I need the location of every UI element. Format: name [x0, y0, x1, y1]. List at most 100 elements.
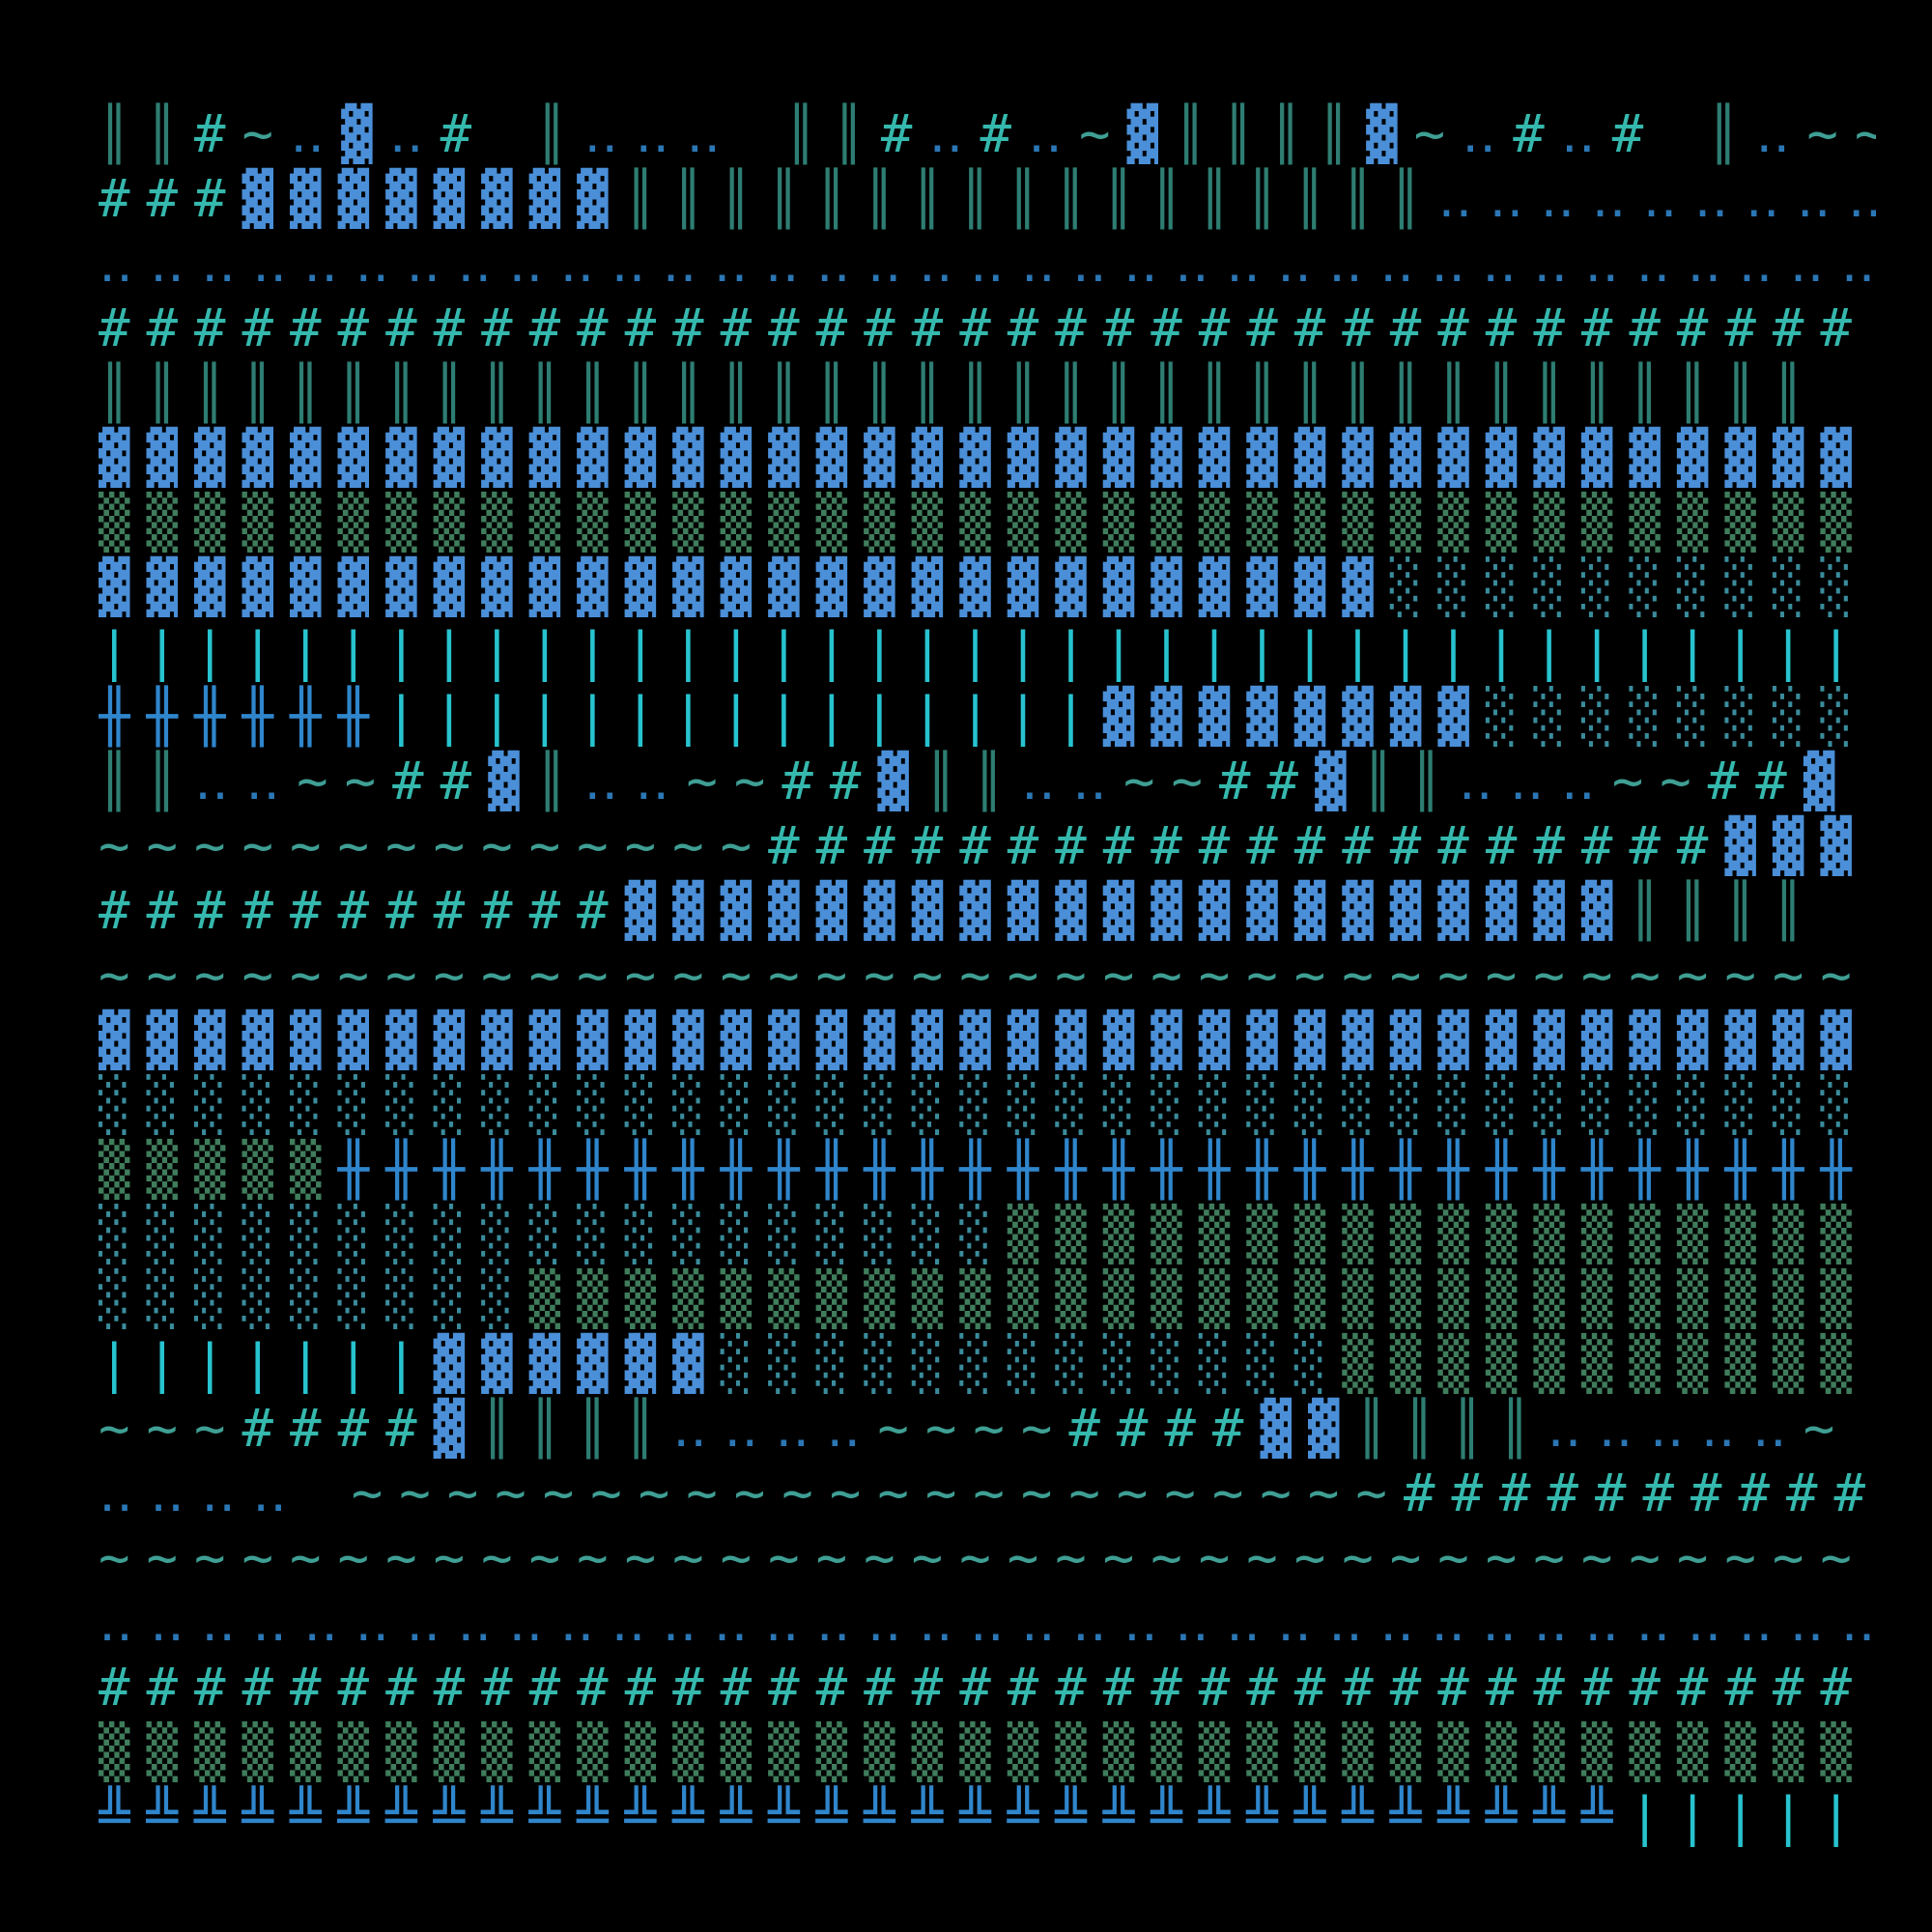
glyph-run: ║║║║ — [1355, 1398, 1548, 1459]
glyph-run: ||||||| — [99, 1333, 434, 1394]
glyph-run: ║ — [784, 103, 834, 164]
glyph-run: ▓▓▓▓▓▓▓▓ — [242, 168, 625, 229]
glyph-row: ║║‥‥~~##▓║‥‥~~##▓║║‥‥~~##▓║║‥‥‥~~##▓ — [99, 749, 1876, 813]
glyph-run: ~ — [1079, 103, 1127, 164]
glyph-run: ║║║║║║║║║║║║║║║║║║║║║║║║║║║║║║║║║║║║ — [99, 362, 1821, 423]
glyph-run: ║║ — [924, 751, 1021, 811]
glyph-run: ▓ — [1126, 103, 1176, 164]
glyph-run: ‥ — [1755, 103, 1807, 164]
glyph-run: ‥‥ — [1020, 751, 1124, 811]
glyph-row: ╫╫╫╫╫╫|||||||||||||||▓▓▓▓▓▓▓▓░░░░░░░░ — [99, 684, 1876, 749]
glyph-run: ~~~~~~~~~~~~~~~~~~~~~~~~~~~~~~~~~~~~~ — [99, 1527, 1868, 1588]
glyph-run: ░░░░░░░░░ — [99, 1268, 529, 1329]
glyph-row: ▒▒▒▒▒╫╫╫╫╫╫╫╫╫╫╫╫╫╫╫╫╫╫╫╫╫╫╫╫╫╫╫╫╫╫╫╫ — [99, 1137, 1876, 1202]
glyph-run: ▓▓▓▓▓▓▓▓▓▓▓▓▓▓▓▓▓▓▓▓▓▓▓▓▓▓▓▓▓▓▓▓▓▓▓▓▓ — [99, 1009, 1868, 1070]
glyph-run: ########### — [99, 880, 625, 941]
glyph-run: ▓ — [1803, 751, 1852, 811]
glyph-run: ║║ — [1362, 751, 1459, 811]
glyph-run: ~~~~~~~~~~~~~~~~~~~~~~~~~~~~~~~~~~~~~ — [99, 945, 1868, 1006]
glyph-run: ~~ — [1611, 751, 1708, 811]
glyph-run: ▓ — [433, 1398, 482, 1459]
glyph-row: ~~~####▓║║║║‥‥‥‥~~~~####▓▓║║║║‥‥‥‥‥~ — [99, 1396, 1876, 1461]
glyph-run: ▓ — [1366, 103, 1414, 164]
glyph-run — [1660, 103, 1708, 164]
glyph-run: ▒▒▒▒▒▒▒▒▒▒▒▒▒▒▒▒▒▒▒▒▒▒▒▒▒▒▒▒ — [528, 1268, 1868, 1329]
glyph-row: ‥‥‥‥ ~~~~~~~~~~~~~~~~~~~~~~########## — [99, 1461, 1876, 1525]
glyph-run: ▒▒▒▒▒▒▒▒▒▒▒▒▒▒▒▒▒▒▒▒▒▒▒▒▒▒▒▒▒▒▒▒▒▒▒▒▒ — [99, 492, 1868, 553]
glyph-row: ░░░░░░░░░▒▒▒▒▒▒▒▒▒▒▒▒▒▒▒▒▒▒▒▒▒▒▒▒▒▒▒▒ — [99, 1266, 1876, 1331]
glyph-row: ▓▓▓▓▓▓▓▓▓▓▓▓▓▓▓▓▓▓▓▓▓▓▓▓▓▓▓░░░░░░░░░░ — [99, 554, 1876, 619]
glyph-run: # — [880, 103, 929, 164]
glyph-run: ‥‥‥‥‥‥‥‥‥‥‥‥‥‥‥‥‥‥‥‥‥‥‥‥‥‥‥‥‥‥‥‥‥‥‥‥‥ — [99, 233, 1876, 294]
glyph-run: ### — [99, 168, 242, 229]
glyph-run: ~~ — [1806, 103, 1876, 164]
glyph-run: # — [1513, 103, 1561, 164]
glyph-run: ║║║║║║║║║║║║║║║║║ — [624, 168, 1438, 229]
glyph-run: ▓▓ — [1260, 1398, 1356, 1459]
glyph-run: ‥‥‥‥ — [99, 1463, 304, 1523]
glyph-run: ║║║║ — [481, 1398, 673, 1459]
glyph-run: #### — [1068, 1398, 1261, 1459]
glyph-row: |||||||▓▓▓▓▓▓░░░░░░░░░░░░░▒▒▒▒▒▒▒▒▒▒▒ — [99, 1331, 1876, 1396]
glyph-run — [303, 1463, 352, 1523]
glyph-run: ╫╫╫╫╫╫╫╫╫╫╫╫╫╫╫╫╫╫╫╫╫╫╫╫╫╫╫╫╫╫╫╫ — [337, 1139, 1868, 1200]
glyph-run: ║ — [99, 103, 147, 164]
glyph-row: ╩╩╩╩╩╩╩╩╩╩╩╩╩╩╩╩╩╩╩╩╩╩╩╩╩╩╩╩╩╩╩╩||||| — [99, 1784, 1876, 1849]
glyph-run: ▓▓▓▓▓▓ — [433, 1333, 721, 1394]
glyph-run: ~~ — [1123, 751, 1220, 811]
glyph-run: ▒▒▒▒▒▒▒▒▒▒▒▒▒▒▒▒▒▒ — [1007, 1204, 1868, 1264]
glyph-run: ║║║║ — [1629, 880, 1821, 941]
glyph-run: ║║║║ — [1175, 103, 1367, 164]
glyph-row: ░░░░░░░░░░░░░░░░░░░▒▒▒▒▒▒▒▒▒▒▒▒▒▒▒▒▒▒ — [99, 1202, 1876, 1266]
glyph-run: ~ — [242, 103, 291, 164]
glyph-run: ╩╩╩╩╩╩╩╩╩╩╩╩╩╩╩╩╩╩╩╩╩╩╩╩╩╩╩╩╩╩╩╩ — [99, 1786, 1630, 1847]
glyph-run: ~~ — [686, 751, 782, 811]
glyph-row: ~~~~~~~~~~~~~~~~~~~~~~~~~~~~~~~~~~~~~ — [99, 943, 1876, 1008]
glyph-run: ||||||||||||||| — [385, 686, 1103, 747]
glyph-run: ## — [1707, 751, 1804, 811]
glyph-run: ## — [392, 751, 489, 811]
glyph-run: ‥ — [1027, 103, 1080, 164]
glyph-run: ## — [1219, 751, 1316, 811]
glyph-row: ~~~~~~~~~~~~~~####################▓▓▓ — [99, 813, 1876, 878]
glyph-row: ~~~~~~~~~~~~~~~~~~~~~~~~~~~~~~~~~~~~~ — [99, 1525, 1876, 1590]
glyph-run: ## — [781, 751, 878, 811]
glyph-run: ▓ — [1315, 751, 1363, 811]
glyph-run: ‥ — [290, 103, 342, 164]
glyph-run: ║ — [535, 751, 584, 811]
glyph-run: ▓▓▓▓▓▓▓▓▓▓▓▓▓▓▓▓▓▓▓▓▓ — [624, 880, 1630, 941]
glyph-run: ‥ — [1560, 103, 1612, 164]
glyph-run: ▓▓▓▓▓▓▓▓▓▓▓▓▓▓▓▓▓▓▓▓▓▓▓▓▓▓▓ — [99, 556, 1390, 617]
glyph-run: ▓ — [341, 103, 389, 164]
glyph-run: # — [1611, 103, 1661, 164]
glyph-row: ▓▓▓▓▓▓▓▓▓▓▓▓▓▓▓▓▓▓▓▓▓▓▓▓▓▓▓▓▓▓▓▓▓▓▓▓▓ — [99, 1008, 1876, 1072]
glyph-run: ||||||||||||||||||||||||||||||||||||| — [99, 621, 1868, 682]
glyph-run: # — [980, 103, 1028, 164]
glyph-run: ‥‥‥‥‥‥‥‥‥ — [1437, 168, 1876, 229]
glyph-run: ▓▓▓▓▓▓▓▓▓▓▓▓▓▓▓▓▓▓▓▓▓▓▓▓▓▓▓▓▓▓▓▓▓▓▓▓▓ — [99, 427, 1868, 488]
glyph-run: ║║ — [99, 751, 195, 811]
glyph-row: ‥‥‥‥‥‥‥‥‥‥‥‥‥‥‥‥‥‥‥‥‥‥‥‥‥‥‥‥‥‥‥‥‥‥‥‥‥ — [99, 1590, 1876, 1655]
glyph-run: ▓ — [877, 751, 925, 811]
glyph-run: ░░░░░░░░░░░░░░░░░░░ — [99, 1204, 1008, 1264]
glyph-run: ‥‥‥‥ — [672, 1398, 878, 1459]
glyph-run: ░░░░░░░░ — [1485, 686, 1868, 747]
glyph-run: ░░░░░░░░░░░░░ — [720, 1333, 1343, 1394]
glyph-run: ‥ — [388, 103, 440, 164]
glyph-run: ########## — [1403, 1463, 1876, 1523]
glyph-run: ##################################### — [99, 298, 1868, 358]
glyph-run: ▓ — [488, 751, 536, 811]
glyph-run: ‥ — [1462, 103, 1514, 164]
glyph-row: ###▓▓▓▓▓▓▓▓║║║║║║║║║║║║║║║║║‥‥‥‥‥‥‥‥‥ — [99, 166, 1876, 231]
glyph-run: ‥‥‥ — [1458, 751, 1612, 811]
glyph-run: #### — [242, 1398, 434, 1459]
glyph-run: ░░░░░░░░░░ — [1389, 556, 1868, 617]
glyph-run: # — [440, 103, 489, 164]
glyph-run: ║ — [833, 103, 881, 164]
glyph-row: ║║#~‥▓‥# ║‥‥‥ ║║#‥#‥~▓║║║║▓~‥#‥# ║‥~~ — [99, 101, 1876, 166]
glyph-run: ‥‥ — [194, 751, 298, 811]
glyph-run: ░░░░░░░░░░░░░░░░░░░░░░░░░░░░░░░░░░░░░ — [99, 1074, 1868, 1135]
glyph-run: ‥‥ — [583, 751, 687, 811]
glyph-run: ~~~~~~~~~~~~~~ — [99, 815, 769, 876]
